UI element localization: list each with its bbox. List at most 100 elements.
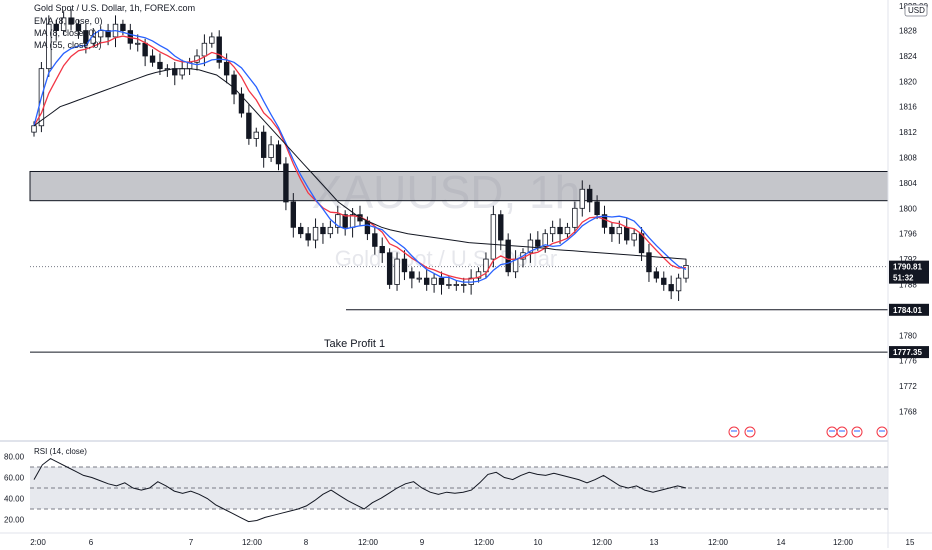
candle-body (416, 277, 422, 280)
time-tick-label: 12:00 (474, 538, 495, 547)
candle-body (386, 252, 393, 285)
time-tick-label: 12:00 (592, 538, 613, 547)
candle-body (298, 226, 304, 235)
candle-body (364, 220, 371, 235)
title-text: Gold Spot / U.S. Dollar, 1h, FOREX.com (34, 3, 196, 13)
study-ma8[interactable]: MA (8, close, 0) (34, 28, 101, 38)
candle-body (535, 239, 541, 247)
candle-body (253, 131, 259, 139)
candle-body (572, 207, 578, 228)
candle-body (268, 144, 274, 158)
candle-body (312, 226, 319, 241)
candle-body (149, 55, 156, 63)
candle-body (438, 277, 445, 285)
study-ma55[interactable]: MA (55, close, 0) (34, 40, 106, 50)
candle-body (275, 144, 282, 165)
ema-8-line (33, 35, 687, 280)
study-ma8-label: MA (8, close, 0) (34, 28, 97, 38)
countdown-badge: 51:32 (893, 274, 914, 283)
candle-body (179, 68, 185, 76)
event-flag-icon (851, 426, 863, 438)
price-tick-label: 1772 (899, 382, 917, 391)
candle-body (653, 271, 660, 279)
time-tick-label: 10 (534, 538, 543, 547)
price-tick-label: 1820 (899, 77, 917, 86)
candle-body (542, 233, 548, 247)
candle-body (631, 233, 637, 241)
study-ema[interactable]: EMA (8, close, 0) (34, 16, 107, 26)
candle-body (75, 23, 82, 31)
candle-body (105, 30, 111, 38)
candle-body (209, 36, 215, 44)
candle-body (68, 17, 74, 25)
price-tick-label: 1788 (899, 280, 917, 289)
candle-body (475, 271, 482, 279)
take-profit-badge-bg (889, 346, 929, 359)
price-tick-label: 1824 (899, 52, 917, 61)
candle-body (120, 23, 126, 31)
time-tick-label: 12:00 (242, 538, 263, 547)
event-flag-icon (826, 426, 838, 438)
candle-body (172, 68, 178, 76)
candle-body (372, 233, 378, 247)
candle-body (238, 93, 245, 114)
time-tick-label: 15 (906, 538, 915, 547)
candle-body (409, 271, 415, 279)
candle-body (142, 42, 148, 57)
time-tick-label: 6 (89, 538, 94, 547)
candle-body (223, 61, 230, 76)
candle-body (401, 258, 408, 273)
candle-body (453, 284, 460, 286)
time-tick-label: 7 (189, 538, 194, 547)
candle-body (394, 258, 400, 285)
currency-badge-bg (904, 4, 928, 17)
candle-body (157, 61, 163, 70)
time-tick-label: 12:00 (708, 538, 729, 547)
time-tick-label: 13 (650, 538, 659, 547)
candle-body (498, 214, 504, 241)
price-tick-label: 1780 (899, 331, 917, 340)
chart-title: Gold Spot / U.S. Dollar, 1h, FOREX.com (34, 3, 199, 13)
study-ema-label: EMA (8, close, 0) (34, 16, 103, 26)
candle-body (335, 214, 341, 228)
current-price-badge-bg (889, 260, 929, 273)
ma-8-line (33, 29, 687, 283)
candle-body (461, 284, 467, 286)
candle-body (60, 17, 67, 31)
price-tick-label: 1828 (899, 27, 917, 36)
time-tick-label: 12:00 (833, 538, 854, 547)
ma-55-line (33, 68, 687, 260)
candle-body (594, 201, 600, 216)
study-ma55-label: MA (55, close, 0) (34, 40, 102, 50)
rsi-tick-label: 80.00 (4, 453, 25, 462)
candle-body (446, 284, 452, 286)
candle-body (483, 258, 489, 273)
candle-body (586, 188, 593, 203)
rsi-tick-label: 40.00 (4, 495, 25, 504)
candle-body (624, 226, 630, 241)
candle-body (201, 42, 208, 57)
event-flag-icon (728, 426, 740, 438)
candle-body (83, 30, 89, 44)
candle-body (46, 23, 52, 70)
rsi-tick-label: 60.00 (4, 474, 25, 483)
candle-body (527, 239, 534, 254)
current-price-badge: 1790.81 (893, 263, 922, 272)
rsi-label: RSI (14, close) (34, 447, 87, 456)
price-tick-label: 1776 (899, 357, 917, 366)
candle-body (490, 214, 497, 260)
candle-body (616, 226, 623, 235)
candle-body (646, 252, 652, 273)
resistance-zone (29, 170, 889, 202)
candle-body (423, 277, 430, 285)
candle-body (505, 239, 511, 273)
candle-body (342, 214, 348, 228)
candle-body (320, 226, 326, 235)
price-tick-label: 1796 (899, 230, 917, 239)
time-tick-label: 2:00 (30, 538, 46, 547)
support-level-badge-bg (889, 303, 929, 316)
event-flag-icon (744, 426, 756, 438)
rsi-line (33, 458, 687, 523)
